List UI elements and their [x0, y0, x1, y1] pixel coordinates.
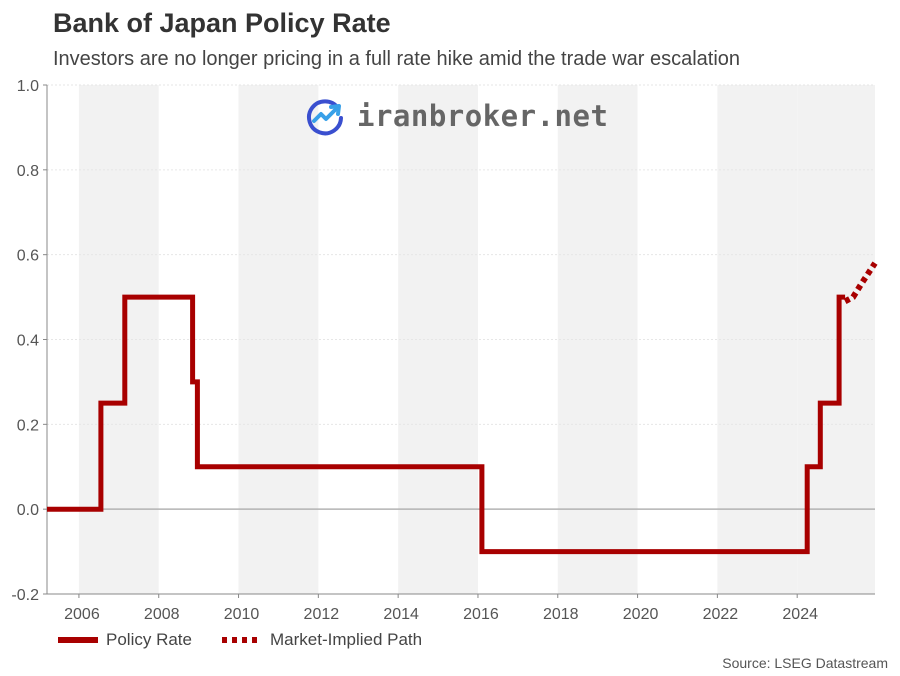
legend: Policy Rate Market-Implied Path: [58, 630, 452, 650]
x-tick-label: 2010: [224, 606, 260, 623]
chart-subtitle: Investors are no longer pricing in a ful…: [53, 48, 741, 70]
series-lines: [47, 261, 878, 555]
x-tick-label: 2022: [703, 606, 739, 623]
y-tick-label: 0.4: [17, 333, 39, 350]
legend-item-policy-rate: Policy Rate: [58, 630, 192, 650]
legend-label-market-path: Market-Implied Path: [269, 630, 423, 649]
year-band: [717, 85, 798, 594]
y-tick-labels: -0.2 0.0 0.2 0.4 0.6 0.8 1.0: [11, 78, 47, 604]
year-band: [398, 85, 478, 594]
market-implied-path-line: [843, 261, 878, 304]
x-tick-label: 2014: [383, 606, 419, 623]
x-tick-label: 2016: [463, 606, 499, 623]
x-tick-label: 2012: [304, 606, 340, 623]
y-tick-label: 0.6: [17, 248, 39, 265]
chart-trend-icon: [307, 99, 343, 136]
x-tick-label: 2020: [623, 606, 659, 623]
year-band: [78, 85, 159, 594]
legend-swatch-dotted: [221, 637, 262, 643]
legend-swatch-solid: [58, 637, 98, 643]
year-band: [557, 85, 638, 594]
source-note: Source: LSEG Datastream: [722, 655, 888, 671]
legend-label-policy-rate: Policy Rate: [106, 630, 192, 649]
y-tick-label: 0.0: [17, 502, 39, 519]
chart-title: Bank of Japan Policy Rate: [53, 8, 391, 38]
x-tick-label: 2018: [543, 606, 579, 623]
x-tick-label: 2024: [782, 606, 818, 623]
watermark-text: iranbroker.net: [357, 99, 609, 133]
x-tick-label: 2008: [144, 606, 180, 623]
policy-rate-line: [47, 294, 846, 555]
y-tick-label: 0.8: [17, 163, 39, 180]
watermark: iranbroker.net: [305, 96, 608, 136]
x-tick-label: 2006: [64, 606, 100, 623]
legend-item-market-path: Market-Implied Path: [221, 630, 423, 650]
x-tick-labels: 2006 2008 2010 2012 2014 2016 2018 2020 2022 2024: [64, 594, 818, 623]
y-tick-label: 1.0: [17, 78, 39, 95]
y-tick-label: 0.2: [17, 417, 39, 434]
y-tick-label: -0.2: [11, 587, 39, 604]
year-band: [238, 85, 319, 594]
